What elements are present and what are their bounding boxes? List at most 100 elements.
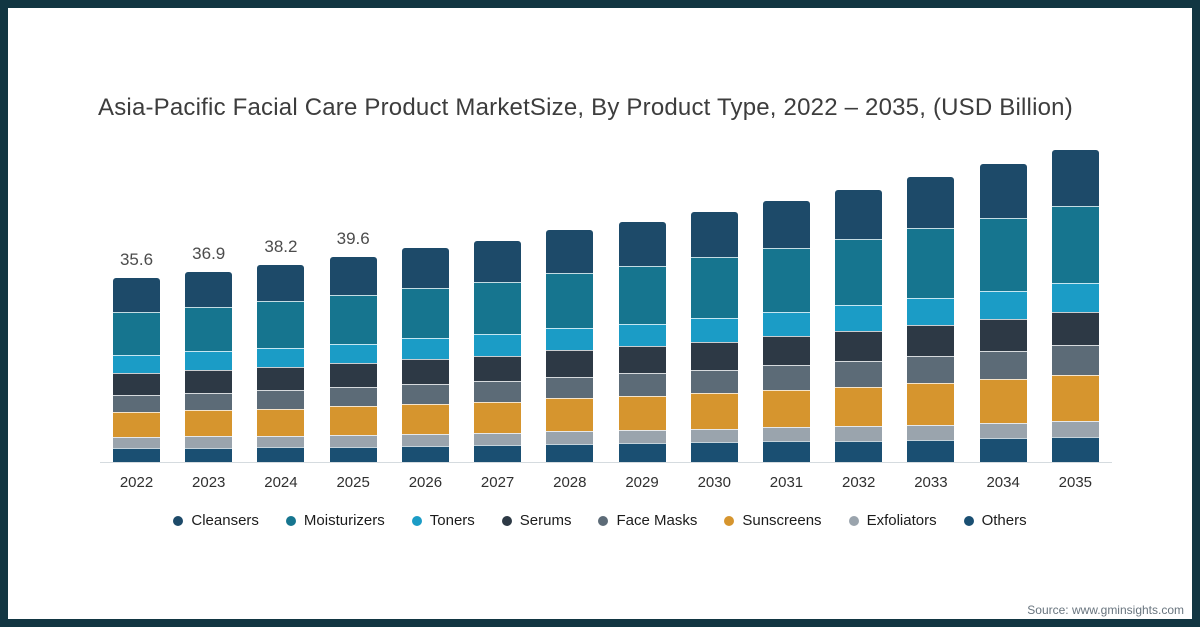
x-axis-tick-label: 2031 [769, 474, 804, 491]
bar-column-2023: 36.9 2023 [185, 140, 233, 491]
bar-segment-others [979, 438, 1027, 462]
x-axis-tick-label: 2033 [914, 474, 948, 491]
bar-segment-moisturizers [474, 281, 522, 335]
source-prefix: Source: [1027, 603, 1069, 617]
bar-stack [329, 257, 377, 462]
bar-segment-sunscreens [113, 412, 160, 438]
legend-item-cleansers: Cleansers [173, 512, 259, 529]
bar-segment-others [618, 443, 666, 462]
bar-stack [979, 164, 1027, 462]
x-axis-tick-label: 2030 [697, 474, 731, 491]
bar-segment-others [474, 444, 522, 462]
bar-segment-toners [113, 354, 160, 374]
legend-label: Face Masks [616, 512, 698, 529]
legend-dot-icon [411, 515, 422, 526]
legend-label: Cleansers [191, 512, 259, 529]
bar-segment-others [835, 440, 883, 462]
bar-stack [257, 265, 305, 462]
bar-stack [690, 211, 738, 462]
bar-segment-face-masks [401, 383, 449, 405]
bar-segment-sunscreens [401, 404, 449, 434]
bar-segment-toners [546, 328, 594, 351]
legend-label: Moisturizers [303, 512, 385, 529]
bar-segment-serums [546, 350, 594, 377]
bar-segment-exfoliators [113, 437, 160, 448]
legend-label: Others [981, 512, 1027, 529]
legend-label: Sunscreens [742, 512, 822, 529]
x-axis-tick-label: 2028 [553, 474, 587, 491]
legend-label: Toners [429, 512, 475, 529]
bar-segment-exfoliators [907, 424, 955, 440]
bar-segment-moisturizers [835, 239, 883, 306]
bar-segment-serums [907, 325, 955, 357]
bar-column-2031: 2031 [762, 140, 810, 491]
bar-segment-toners [907, 298, 955, 326]
legend: Cleansers Moisturizers Toners Serums Face Ma… [8, 512, 1192, 529]
bar-segment-serums [474, 355, 522, 381]
bar-stack [401, 248, 449, 462]
legend-dot-icon [963, 515, 974, 526]
bar-segment-sunscreens [546, 398, 594, 432]
legend-item-exfoliators: Exfoliators [848, 512, 937, 529]
bar-column-2022: 35.6 2022 [113, 140, 160, 491]
bar-segment-toners [1051, 283, 1099, 313]
legend-item-moisturizers: Moisturizers [285, 512, 385, 529]
bar-segment-toners [835, 305, 883, 332]
bar-segment-cleansers [618, 221, 666, 266]
bar-segment-toners [329, 343, 377, 364]
bar-segment-sunscreens [835, 387, 883, 427]
bar-segment-exfoliators [979, 422, 1027, 439]
bar-segment-others [690, 442, 738, 462]
bar-segment-moisturizers [329, 295, 377, 344]
x-axis-tick-label: 2032 [842, 474, 876, 491]
bar-column-2033: 2033 [907, 140, 955, 491]
bar-segment-face-masks [257, 390, 305, 409]
bar-segment-toners [979, 290, 1027, 319]
x-axis-tick-label: 2024 [264, 474, 298, 491]
bar-segment-moisturizers [257, 301, 305, 348]
bar-segment-exfoliators [1051, 421, 1099, 438]
bar-column-2026: 2026 [401, 140, 449, 491]
legend-dot-icon [598, 515, 609, 526]
bar-segment-toners [185, 351, 233, 370]
x-axis-tick-label: 2025 [336, 474, 370, 491]
bar-segment-others [546, 443, 594, 462]
bar-segment-moisturizers [762, 248, 810, 312]
legend-dot-icon [285, 515, 296, 526]
bar-segment-moisturizers [690, 257, 738, 318]
bar-segment-cleansers [185, 271, 233, 307]
bar-segment-cleansers [979, 164, 1027, 218]
bar-segment-face-masks [474, 380, 522, 402]
bar-stack [762, 201, 810, 462]
bar-segment-cleansers [401, 248, 449, 288]
bar-segment-toners [257, 347, 305, 367]
bar-segment-others [185, 447, 233, 462]
bar-segment-others [401, 445, 449, 462]
bar-stack [546, 230, 594, 462]
bar-segment-cleansers [474, 240, 522, 282]
legend-item-toners: Toners [411, 512, 475, 529]
bar-segment-serums [257, 366, 305, 391]
source-link[interactable]: www.gminsights.com [1071, 603, 1184, 617]
bar-column-2028: 2028 [546, 140, 594, 491]
bar-stack [113, 277, 160, 462]
bar-segment-exfoliators [185, 436, 233, 448]
bar-segment-serums [835, 331, 883, 362]
bar-segment-toners [474, 334, 522, 356]
bar-segment-sunscreens [907, 383, 955, 425]
bar-segment-serums [618, 346, 666, 374]
bar-stack [907, 177, 955, 462]
legend-label: Exfoliators [866, 512, 937, 529]
bar-segment-serums [329, 363, 377, 388]
bar-segment-face-masks [618, 373, 666, 396]
bar-column-2024: 38.2 2024 [257, 140, 305, 491]
bar-segment-sunscreens [618, 395, 666, 431]
bar-segment-sunscreens [1051, 375, 1099, 422]
bar-segment-others [113, 448, 160, 462]
legend-label: Serums [519, 512, 572, 529]
bar-segment-moisturizers [185, 306, 233, 352]
bar-segment-cleansers [329, 257, 377, 296]
bar-segment-face-masks [329, 387, 377, 407]
bar-segment-cleansers [907, 177, 955, 229]
bar-segment-moisturizers [618, 265, 666, 324]
